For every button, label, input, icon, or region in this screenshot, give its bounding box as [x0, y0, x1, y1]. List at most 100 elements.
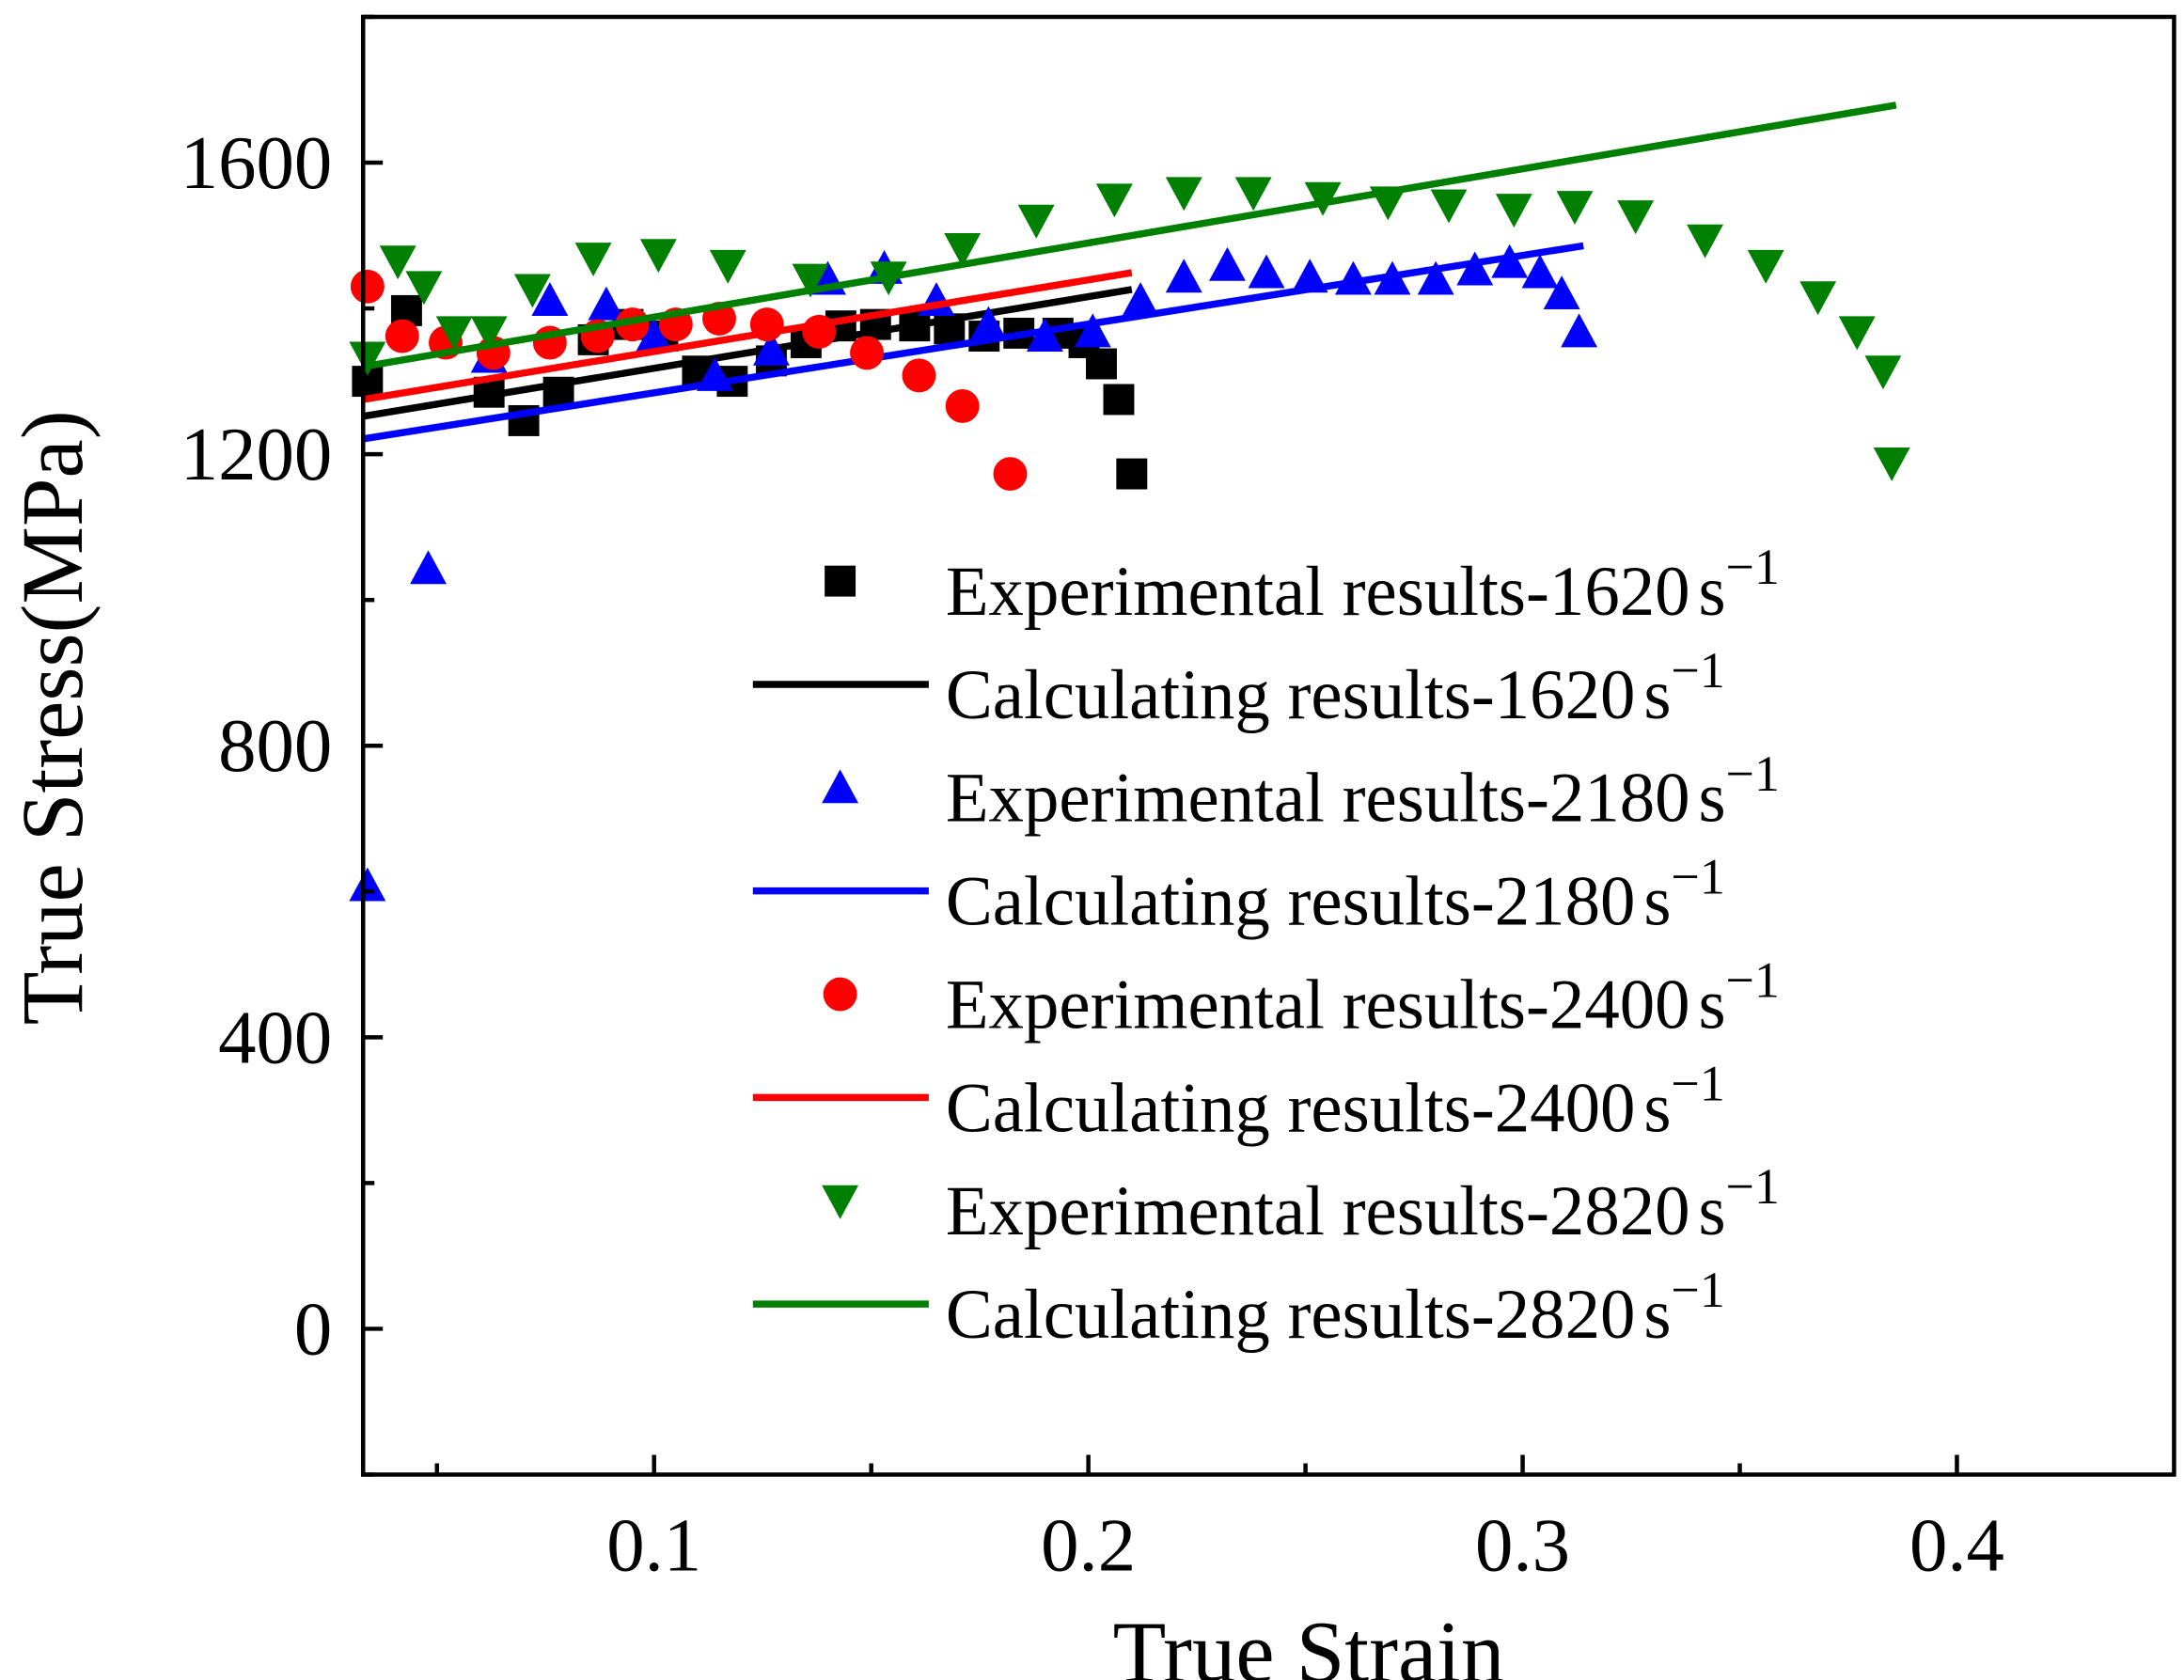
data-point [902, 358, 936, 393]
data-point [850, 336, 885, 370]
legend-label-unit: s [1643, 1276, 1671, 1354]
legend-item: Calculating results-2400 s−1 [752, 1055, 1725, 1147]
data-point [574, 243, 612, 277]
data-point [531, 282, 569, 317]
data-point [639, 239, 677, 274]
data-point [1430, 189, 1468, 224]
legend-item: Calculating results-2820 s−1 [752, 1262, 1725, 1354]
data-point [636, 318, 673, 352]
legend-label-exponent: −1 [1726, 539, 1780, 595]
data-point [1556, 191, 1594, 225]
data-point [1165, 177, 1202, 212]
data-point [1248, 254, 1285, 289]
legend-label: Calculating results-2180 s−1 [946, 849, 1725, 941]
data-point [1086, 348, 1117, 380]
series-7 [362, 102, 1897, 370]
legend-label-name: Calculating results-2180 [946, 863, 1636, 941]
legend-label-exponent: −1 [1672, 1262, 1725, 1318]
legend-label-name: Calculating results-1620 [946, 656, 1636, 734]
legend-item: Experimental results-1620 s−1 [825, 539, 1780, 631]
series-3 [362, 242, 1584, 443]
legend-label-unit: s [1643, 656, 1671, 734]
legend-label-unit: s [1699, 760, 1726, 838]
legend-marker-swatch [822, 1185, 859, 1219]
legend-label-name: Experimental results-1620 [946, 553, 1690, 631]
x-tick-label: 0.1 [606, 1503, 701, 1587]
data-point [513, 274, 551, 308]
legend-label-unit: s [1643, 1069, 1671, 1147]
data-point [1122, 282, 1159, 317]
data-point [792, 263, 829, 298]
y-tick-label: 800 [218, 704, 332, 788]
y-axis-title: True Stress(MPa) [5, 410, 102, 1025]
data-point [1208, 246, 1246, 281]
data-point [1456, 251, 1494, 286]
legend-label-exponent: −1 [1726, 1158, 1780, 1215]
data-point [1495, 194, 1532, 228]
y-tick-label: 400 [218, 996, 332, 1079]
legend-marker-swatch [823, 977, 857, 1012]
fit-line [362, 286, 1133, 420]
fit-line [362, 269, 1133, 403]
legend-label: Experimental results-2180 s−1 [946, 746, 1780, 838]
data-point [588, 286, 625, 321]
legend-item: Experimental results-2180 s−1 [822, 746, 1780, 838]
legend-label-name: Calculating results-2820 [946, 1276, 1636, 1354]
data-point [918, 282, 955, 317]
legend-item: Calculating results-2180 s−1 [752, 849, 1725, 941]
legend-label-name: Calculating results-2400 [946, 1069, 1636, 1147]
data-point [1838, 316, 1876, 351]
data-point [1617, 200, 1655, 235]
legend-label-unit: s [1699, 553, 1726, 631]
data-point [1543, 275, 1580, 310]
x-tick-label: 0.2 [1041, 1503, 1136, 1587]
legend-item: Calculating results-1620 s−1 [752, 642, 1725, 734]
plot-marks [349, 102, 1910, 902]
legend-label: Calculating results-2820 s−1 [946, 1262, 1725, 1354]
legend-label-exponent: −1 [1672, 642, 1725, 699]
data-point [1234, 177, 1272, 212]
legend-item: Experimental results-2400 s−1 [823, 952, 1780, 1044]
data-point [944, 233, 982, 267]
data-point [1799, 281, 1837, 316]
data-point [969, 306, 1007, 340]
series-0 [352, 294, 1148, 490]
data-point [470, 316, 508, 351]
data-point [1747, 249, 1784, 284]
data-point [405, 271, 443, 306]
data-point [752, 331, 790, 366]
legend-label-exponent: −1 [1672, 849, 1725, 905]
data-point [379, 245, 416, 280]
legend-label-unit: s [1699, 1172, 1726, 1250]
x-tick-label: 0.4 [1909, 1503, 2004, 1587]
data-point [349, 867, 386, 902]
legend-label-unit: s [1643, 863, 1671, 941]
data-point [1165, 259, 1202, 293]
data-point [385, 319, 419, 353]
legend-marker-swatch [822, 769, 859, 804]
legend-label-unit: s [1699, 966, 1726, 1044]
data-point [1026, 318, 1063, 352]
data-point [1116, 458, 1148, 490]
y-tick-label: 1200 [181, 413, 333, 496]
data-point [435, 316, 473, 351]
data-point [1521, 254, 1559, 289]
fit-line [362, 242, 1584, 443]
data-point [1687, 224, 1724, 259]
data-point [709, 249, 746, 284]
axes: 0.1 0.2 0.3 0.4 0 400 800 1200 1600 [181, 14, 2004, 1587]
data-point [1074, 313, 1111, 348]
data-point [1864, 355, 1902, 390]
legend-label: Experimental results-2400 s−1 [946, 952, 1780, 1044]
data-point [1873, 447, 1910, 481]
legend-label-exponent: −1 [1672, 1055, 1725, 1111]
y-tick-label: 1600 [181, 121, 333, 205]
data-point [410, 550, 447, 585]
data-point [945, 388, 980, 423]
data-point [1304, 181, 1342, 216]
fit-line [362, 102, 1897, 370]
legend-label-name: Experimental results-2820 [946, 1172, 1690, 1250]
legend-label: Experimental results-2820 s−1 [946, 1158, 1780, 1250]
legend-label-name: Experimental results-2400 [946, 966, 1690, 1044]
